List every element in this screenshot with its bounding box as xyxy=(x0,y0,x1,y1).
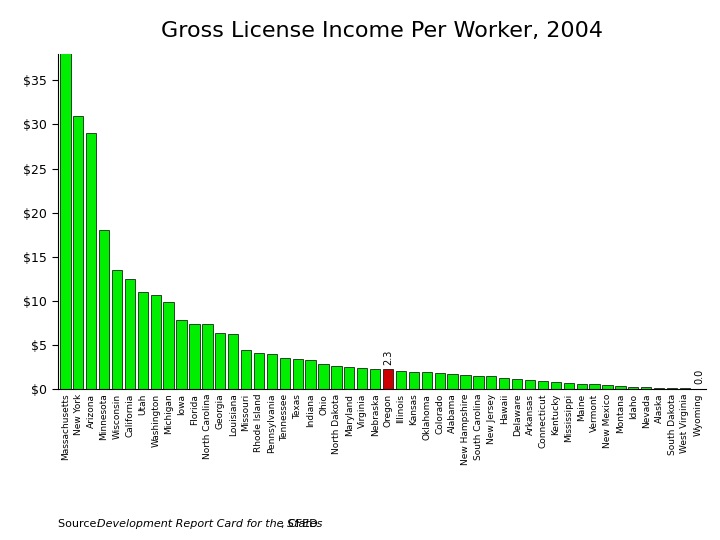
Bar xyxy=(435,373,445,389)
Bar xyxy=(616,386,626,389)
Bar xyxy=(241,350,251,389)
Bar xyxy=(344,367,354,389)
Bar xyxy=(603,385,613,389)
Bar xyxy=(447,374,458,389)
Bar xyxy=(99,230,109,389)
Bar xyxy=(409,372,419,389)
Text: Development Report Card for the States: Development Report Card for the States xyxy=(97,519,323,529)
Bar xyxy=(292,359,303,389)
Bar xyxy=(150,294,161,389)
Bar xyxy=(138,292,148,389)
Bar xyxy=(654,388,665,389)
Bar xyxy=(499,378,509,389)
Bar xyxy=(577,383,587,389)
Bar xyxy=(254,353,264,389)
Text: Source:: Source: xyxy=(58,519,107,529)
Bar xyxy=(86,133,96,389)
Bar xyxy=(525,380,535,389)
Bar xyxy=(357,368,367,389)
Bar xyxy=(460,375,471,389)
Bar xyxy=(590,384,600,389)
Bar xyxy=(112,270,122,389)
Text: 0.0: 0.0 xyxy=(694,369,704,384)
Text: , CFED: , CFED xyxy=(281,519,318,529)
Bar xyxy=(473,376,484,389)
Title: Gross License Income Per Worker, 2004: Gross License Income Per Worker, 2004 xyxy=(161,22,603,42)
Bar xyxy=(422,372,432,389)
Bar xyxy=(189,323,199,389)
Bar xyxy=(305,360,316,389)
Bar xyxy=(396,371,406,389)
Bar xyxy=(60,0,71,389)
Bar xyxy=(163,302,174,389)
Bar xyxy=(125,279,135,389)
Text: 46.5: 46.5 xyxy=(0,539,1,540)
Bar xyxy=(331,366,341,389)
Bar xyxy=(228,334,238,389)
Bar xyxy=(202,325,212,389)
Bar xyxy=(318,364,328,389)
Bar xyxy=(538,381,548,389)
Bar xyxy=(73,116,84,389)
Bar xyxy=(551,382,561,389)
Bar xyxy=(215,333,225,389)
Bar xyxy=(641,388,652,389)
Bar xyxy=(667,388,678,389)
Bar xyxy=(266,354,277,389)
Bar xyxy=(176,320,186,389)
Bar xyxy=(486,376,497,389)
Bar xyxy=(512,379,522,389)
Bar xyxy=(383,368,393,389)
Bar xyxy=(279,358,290,389)
Bar xyxy=(370,368,380,389)
Text: 2.3: 2.3 xyxy=(383,349,393,365)
Bar xyxy=(628,387,639,389)
Bar xyxy=(564,383,574,389)
